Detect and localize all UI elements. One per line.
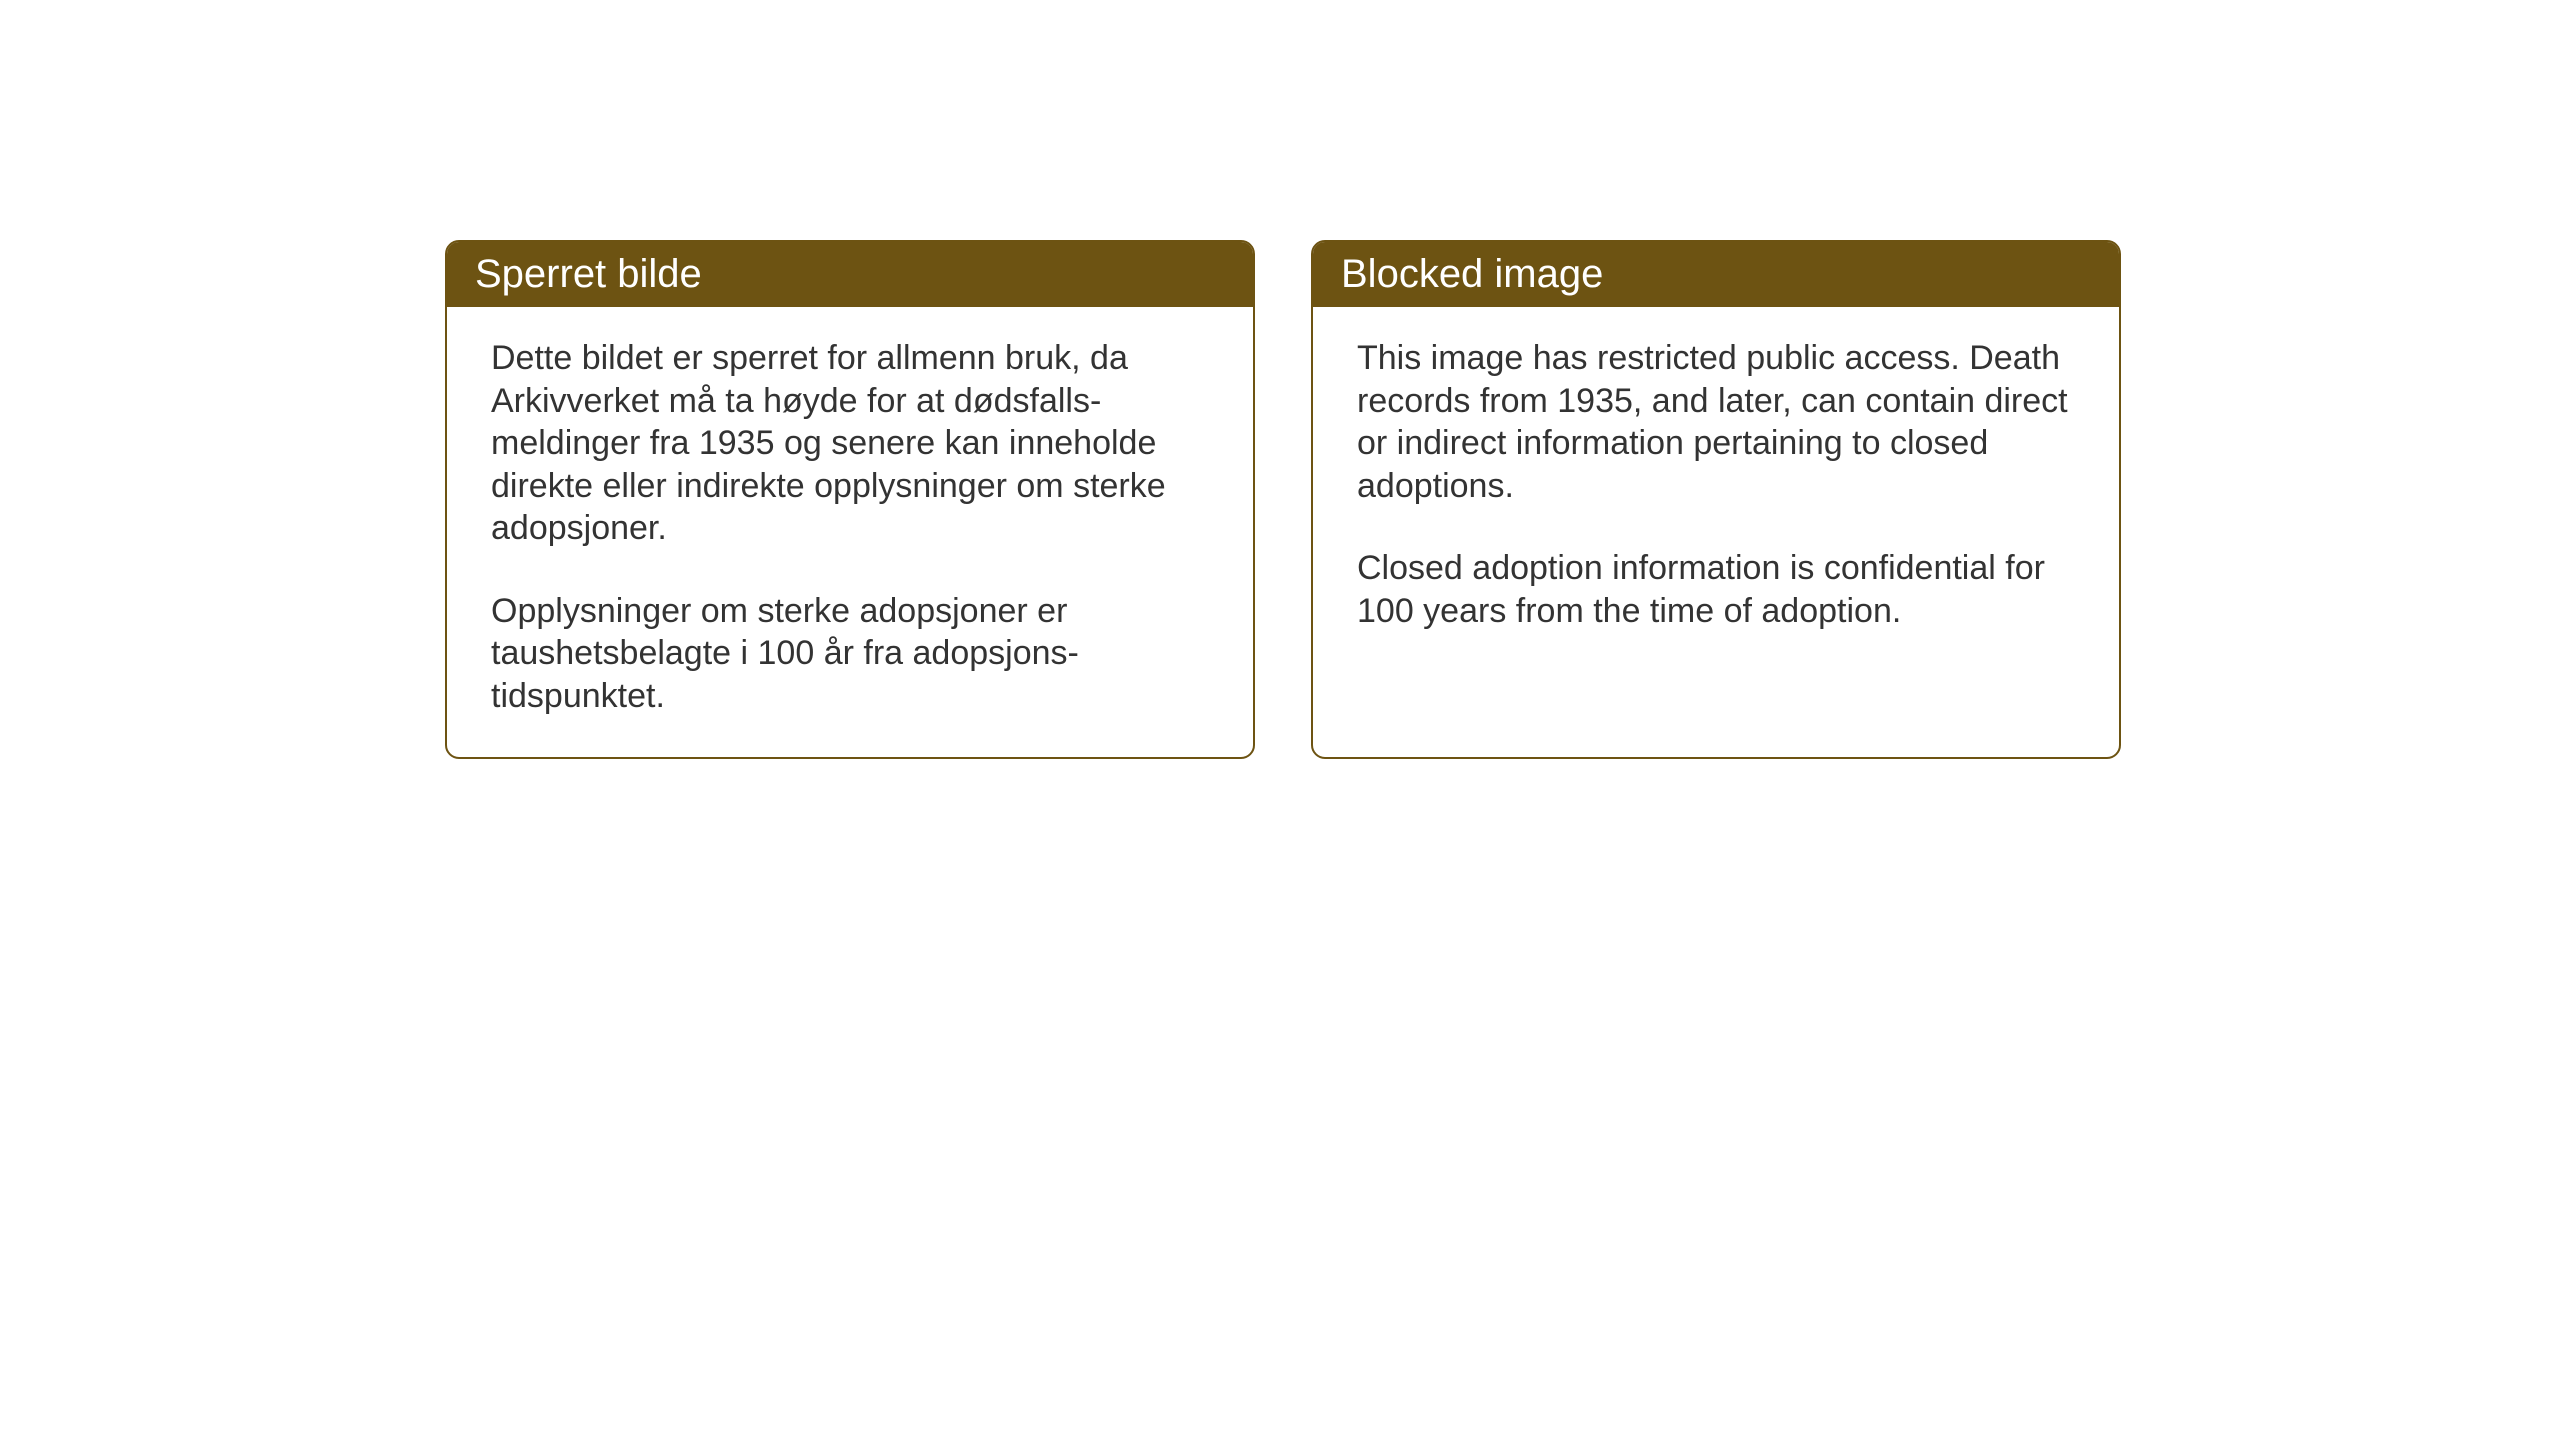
notice-header-english: Blocked image — [1313, 242, 2119, 307]
notice-card-english: Blocked image This image has restricted … — [1311, 240, 2121, 759]
notice-header-norwegian: Sperret bilde — [447, 242, 1253, 307]
notice-paragraph-2-norwegian: Opplysninger om sterke adopsjoner er tau… — [491, 590, 1209, 718]
notice-container: Sperret bilde Dette bildet er sperret fo… — [445, 240, 2121, 759]
notice-body-english: This image has restricted public access.… — [1313, 307, 2119, 672]
notice-body-norwegian: Dette bildet er sperret for allmenn bruk… — [447, 307, 1253, 757]
notice-card-norwegian: Sperret bilde Dette bildet er sperret fo… — [445, 240, 1255, 759]
notice-paragraph-1-norwegian: Dette bildet er sperret for allmenn bruk… — [491, 337, 1209, 550]
notice-paragraph-2-english: Closed adoption information is confident… — [1357, 547, 2075, 632]
notice-paragraph-1-english: This image has restricted public access.… — [1357, 337, 2075, 507]
